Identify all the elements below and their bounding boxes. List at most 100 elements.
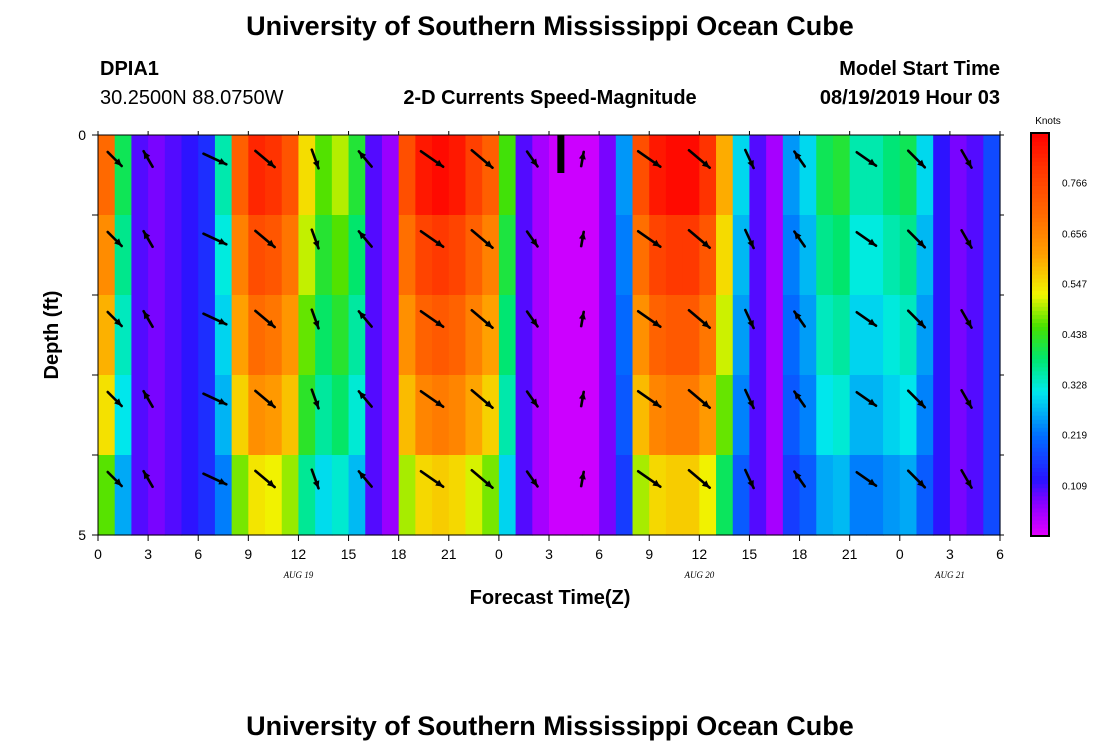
colorbar-segment [1031, 294, 1049, 299]
colorbar-segment [1031, 523, 1049, 529]
current-arrow [855, 470, 878, 488]
colorbar-tick-label: 0.219 [1062, 431, 1087, 442]
heatmap-cell [214, 375, 233, 456]
colorbar-tick-label: 0.438 [1062, 330, 1087, 341]
current-arrow [525, 310, 539, 328]
heatmap-cell [365, 295, 383, 376]
current-arrow [687, 308, 712, 330]
x-tick-label: 6 [996, 546, 1004, 562]
colorbar-segment [1031, 334, 1049, 340]
colorbar-segment [1031, 318, 1049, 324]
heatmap-cell [281, 215, 300, 296]
heatmap-cell [98, 455, 116, 536]
heatmap-cell [448, 455, 467, 536]
colorbar-tick-label: 0.656 [1062, 229, 1087, 240]
colorbar-segment [1031, 225, 1049, 231]
heatmap-cell [933, 295, 951, 376]
heatmap-cell [699, 455, 717, 536]
heatmap-cell [832, 295, 851, 376]
current-arrow [202, 232, 228, 246]
heatmap-cell [331, 455, 350, 536]
current-arrow [525, 230, 539, 248]
heatmap-cell [298, 215, 316, 296]
heatmap-cell [682, 375, 700, 456]
heatmap-cell [415, 135, 433, 216]
heatmap-cell [632, 455, 650, 536]
heatmap-cell [716, 215, 734, 296]
heatmap-cell [114, 375, 132, 456]
current-arrow [419, 389, 445, 409]
colorbar-segment [1031, 527, 1049, 533]
heatmap-cell [933, 375, 951, 456]
current-arrow [793, 310, 807, 328]
colorbar-segment [1031, 366, 1049, 372]
colorbar-segment [1031, 169, 1049, 174]
current-arrow [310, 148, 320, 170]
heatmap-cell [348, 375, 366, 456]
heatmap-cell [98, 135, 116, 216]
current-arrow [743, 228, 755, 250]
x-tick-label: 6 [194, 546, 202, 562]
heatmap-cell [766, 215, 784, 296]
y-tick-label: 5 [78, 527, 86, 543]
colorbar-segment [1031, 382, 1049, 388]
heatmap-cell [632, 295, 650, 376]
heatmap-cell [849, 215, 867, 296]
heatmap-cell [983, 215, 1001, 296]
x-tick-label: 12 [291, 546, 307, 562]
current-arrow [743, 468, 755, 490]
heatmap-cell [498, 375, 517, 456]
colorbar-segment [1031, 499, 1049, 505]
colorbar-segment [1031, 507, 1049, 513]
heatmap-cell [832, 215, 851, 296]
heatmap-cell [465, 455, 483, 536]
heatmap-cell [916, 375, 934, 456]
heatmap-cell [582, 135, 600, 216]
heatmap-cell [515, 295, 533, 376]
heatmap-cell [816, 135, 834, 216]
heatmap-cell [398, 215, 416, 296]
current-arrow [855, 390, 878, 408]
colorbar-segment [1031, 177, 1049, 182]
current-arrow [470, 308, 494, 330]
colorbar-segment [1031, 185, 1049, 191]
title-top: University of Southern Mississippi Ocean… [246, 11, 854, 41]
colorbar-segment [1031, 338, 1049, 344]
heatmap-cell [632, 135, 650, 216]
heatmap-cell [933, 455, 951, 536]
colorbar-segment [1031, 423, 1049, 428]
x-tick-label: 18 [792, 546, 808, 562]
colorbar-segment [1031, 302, 1049, 307]
heatmap-cell [164, 215, 183, 296]
current-arrow [254, 469, 277, 489]
heatmap-cell [482, 375, 500, 456]
colorbar-segment [1031, 261, 1049, 267]
current-arrow [254, 309, 277, 329]
colorbar-segment [1031, 330, 1049, 336]
heatmap-cell [883, 215, 901, 296]
station-location: 30.2500N 88.0750W [100, 87, 284, 109]
heatmap-cell [532, 455, 550, 536]
heatmap-cell [498, 455, 517, 536]
heatmap-cell [582, 215, 600, 296]
heatmap-cell [465, 135, 483, 216]
heatmap-cell [98, 375, 116, 456]
x-tick-label: 21 [842, 546, 858, 562]
x-tick-label: 21 [441, 546, 457, 562]
heatmap-cell [799, 375, 817, 456]
heatmap-cell [866, 375, 884, 456]
colorbar-segment [1031, 479, 1049, 485]
colorbar-segment [1031, 419, 1049, 424]
heatmap-cell [532, 135, 550, 216]
current-arrow [906, 469, 927, 489]
heatmap-cell [315, 215, 333, 296]
current-arrow [419, 469, 445, 489]
heatmap-cell [816, 455, 834, 536]
heatmap-cell [983, 135, 1001, 216]
heatmap-cell [415, 455, 433, 536]
heatmap-cell [398, 295, 416, 376]
heatmap-cell [899, 295, 918, 376]
current-arrow [419, 309, 445, 329]
heatmap-cell [766, 135, 784, 216]
date-label: AUG 21 [934, 570, 965, 580]
